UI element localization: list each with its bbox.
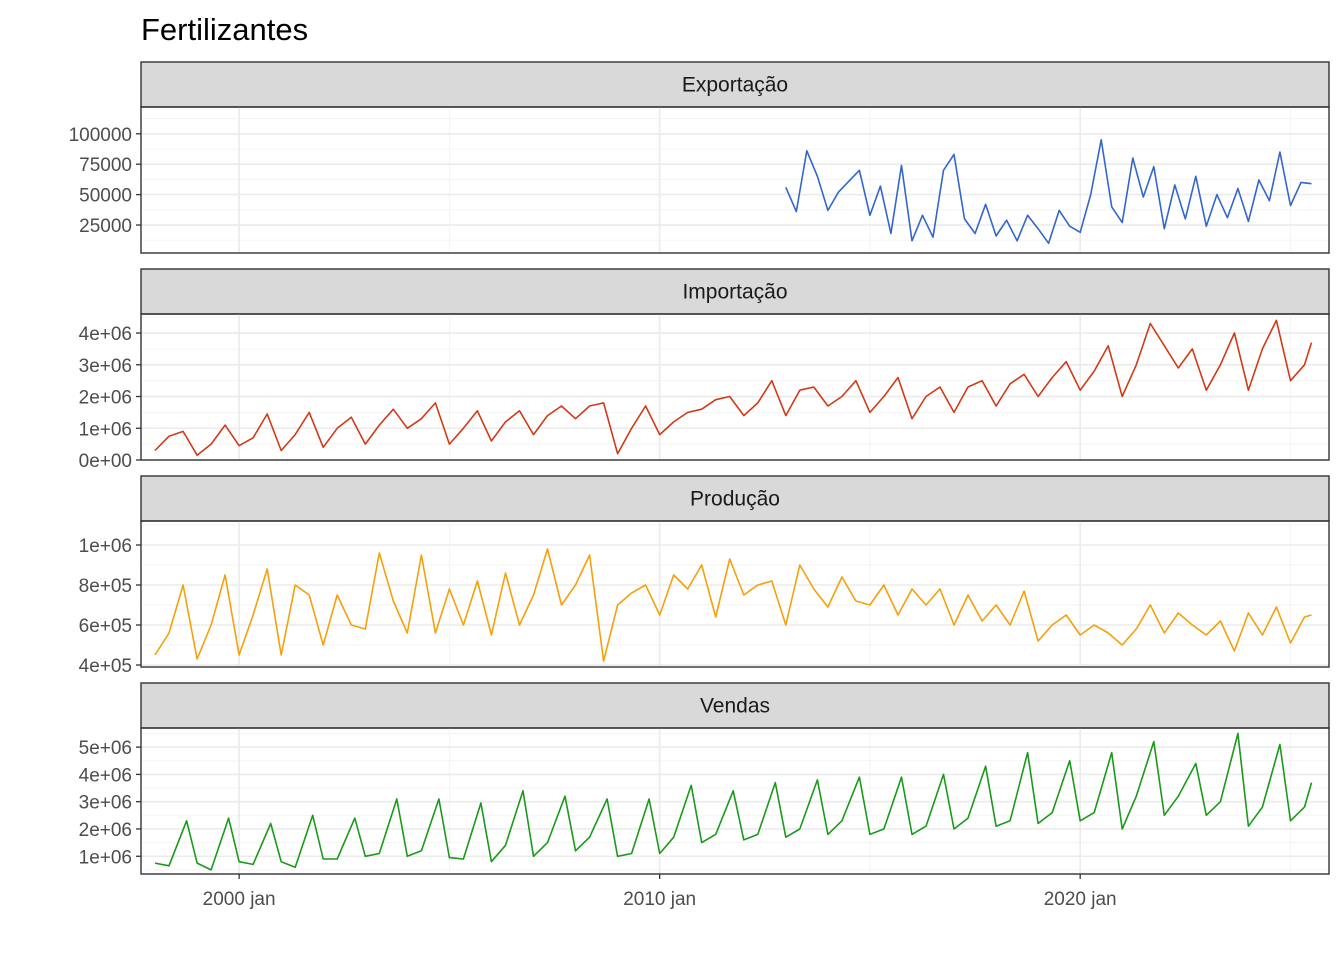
x-tick-label: 2010 jan: [623, 889, 696, 910]
x-tick-label: 2000 jan: [203, 889, 276, 910]
panel-importacao: Importação 0e+00 1e+06 2e+06 3e+06 4e+06: [79, 268, 1330, 472]
y-tick-label: 4e+06: [79, 765, 132, 786]
x-tick-label: 2020 jan: [1044, 889, 1117, 910]
y-tick-label: 25000: [79, 216, 132, 237]
series-line-importacao: [154, 319, 1313, 457]
y-tick-label: 1e+06: [79, 536, 132, 557]
y-tick-label: 75000: [79, 155, 132, 176]
y-tick-label: 5e+06: [79, 738, 132, 759]
strip-exportacao: [140, 61, 1330, 108]
y-tick-label: 50000: [79, 186, 132, 207]
panel-exportacao: Exportação 25000 50000 75000 100000: [69, 61, 1330, 254]
series-line-exportacao: [785, 139, 1312, 245]
series-line-vendas: [154, 732, 1313, 871]
y-tick-label: 6e+05: [79, 616, 132, 637]
strip-label-vendas: Vendas: [700, 695, 770, 718]
panel-border-producao: [140, 520, 1330, 668]
y-tick-label: 2e+06: [79, 820, 132, 841]
y-tick-label: 3e+06: [79, 793, 132, 814]
strip-label-exportacao: Exportação: [682, 74, 788, 97]
strip-label-producao: Produção: [690, 488, 780, 511]
strip-vendas: [140, 682, 1330, 729]
y-tick-label: 4e+05: [79, 656, 132, 677]
strip-label-importacao: Importação: [682, 281, 787, 304]
chart-title: Fertilizantes: [141, 12, 308, 47]
panel-border-importacao: [140, 313, 1330, 461]
panel-producao: Produção 4e+05 6e+05 8e+05 1e+06: [79, 475, 1330, 677]
y-tick-label: 3e+06: [79, 356, 132, 377]
y-tick-label: 0e+00: [79, 451, 132, 472]
strip-producao: [140, 475, 1330, 522]
strip-importacao: [140, 268, 1330, 315]
series-line-producao: [154, 548, 1312, 662]
y-tick-label: 100000: [69, 125, 132, 146]
panel-border-vendas: [140, 727, 1330, 875]
panel-border-exportacao: [140, 106, 1330, 254]
y-tick-label: 1e+06: [79, 419, 132, 440]
facet-panels: Exportação 25000 50000 75000 100000 Importaçã…: [69, 61, 1330, 875]
y-tick-label: 4e+06: [79, 324, 132, 345]
y-tick-label: 1e+06: [79, 847, 132, 868]
y-tick-label: 8e+05: [79, 576, 132, 597]
y-tick-label: 2e+06: [79, 388, 132, 409]
panel-vendas: Vendas 1e+06 2e+06 3e+06 4e+06 5e+06: [79, 682, 1330, 875]
x-axis: 2000 jan 2010 jan 2020 jan: [203, 874, 1117, 910]
